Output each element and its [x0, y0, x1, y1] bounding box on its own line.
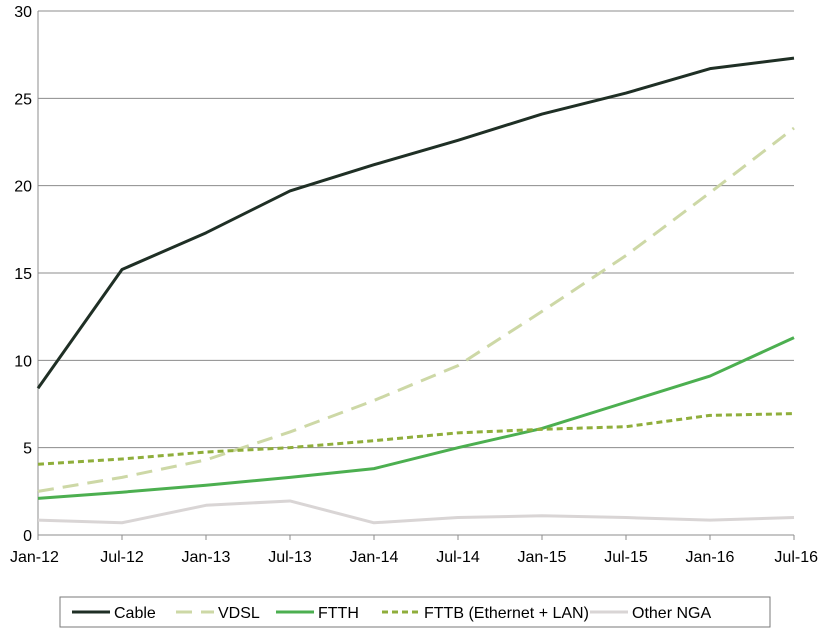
- series-line-ftth: [37, 336, 795, 500]
- legend-label: Other NGA: [632, 605, 711, 622]
- series-lines: [36, 56, 795, 525]
- x-tick-label: Jul-14: [436, 549, 480, 566]
- gridlines: [38, 10, 794, 449]
- y-axis-tick-labels: 0 5 10 15 20 25 30: [14, 4, 32, 545]
- x-tick-label: Jan-14: [350, 549, 399, 566]
- legend-label: Cable: [114, 605, 156, 622]
- series-line-cable: [36, 56, 795, 390]
- x-tick-label: Jan-13: [182, 549, 231, 566]
- legend-label: FTTH: [318, 605, 359, 622]
- y-tick-label: 30: [14, 4, 32, 21]
- x-tick-label: Jul-13: [268, 549, 312, 566]
- x-tick-label: Jul-12: [100, 549, 144, 566]
- x-axis-tick-labels: Jan-12 Jul-12 Jan-13 Jul-13 Jan-14 Jul-14 Jan-…: [10, 549, 818, 566]
- axes: [37, 11, 795, 540]
- x-tick-label: Jan-12: [10, 549, 59, 566]
- legend: Cable VDSL FTTH FTTB (Ethernet + LAN) Other …: [59, 596, 771, 628]
- x-tick-label: Jan-15: [518, 549, 567, 566]
- x-tick-label: Jan-16: [686, 549, 735, 566]
- series-line-fttb-ethernet-lan: [37, 412, 795, 466]
- y-tick-label: 5: [23, 441, 32, 458]
- series-line-other-nga: [37, 499, 795, 525]
- y-tick-label: 10: [14, 353, 32, 370]
- legend-label: FTTB (Ethernet + LAN): [424, 605, 589, 622]
- legend-label: VDSL: [218, 605, 260, 622]
- series-line-vdsl: [37, 126, 795, 493]
- x-tick-label: Jul-16: [774, 549, 818, 566]
- y-tick-label: 15: [14, 266, 32, 283]
- y-tick-label: 20: [14, 179, 32, 196]
- y-tick-label: 0: [23, 528, 32, 545]
- y-tick-label: 25: [14, 91, 32, 108]
- x-tick-label: Jul-15: [604, 549, 648, 566]
